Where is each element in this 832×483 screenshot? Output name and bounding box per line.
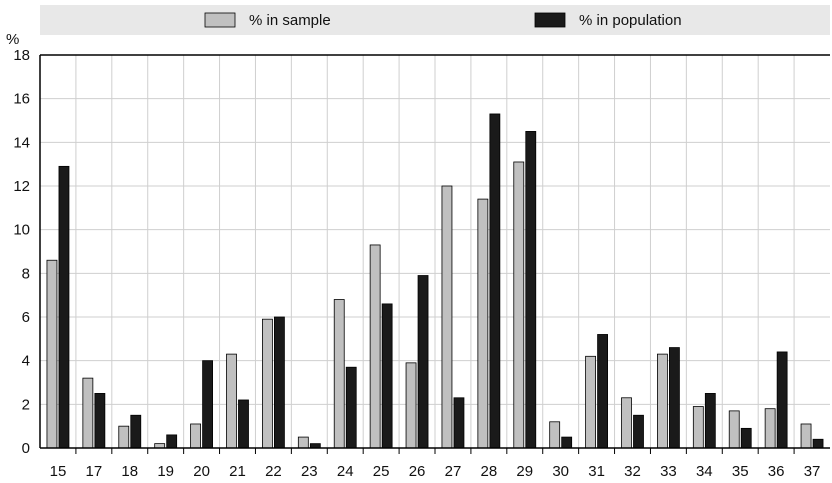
- bar-population: [669, 347, 680, 449]
- bar-sample: [82, 377, 94, 449]
- bar-sample: [513, 161, 525, 449]
- bar-population: [704, 393, 716, 449]
- bar-population: [812, 438, 824, 449]
- bar-population: [345, 366, 357, 449]
- y-tick-label: 16: [13, 91, 30, 108]
- bar-sample: [333, 299, 345, 449]
- x-tick-label: 37: [804, 463, 821, 480]
- bar-population: [58, 165, 70, 449]
- bar-population: [202, 360, 213, 449]
- legend-background: [40, 5, 830, 35]
- legend: % in sample % in population: [204, 12, 682, 29]
- x-tick-label: 21: [229, 463, 246, 480]
- bar-sample: [621, 397, 632, 449]
- x-axis-labels: 15 17 18 19 20 21 22 23 24 25 26 27 28 29 30 31 32 33 34 35…: [50, 463, 821, 480]
- x-tick-label: 31: [588, 463, 605, 480]
- x-tick-label: 28: [481, 463, 498, 480]
- x-tick-label: 24: [337, 463, 354, 480]
- bar-sample: [118, 425, 130, 449]
- x-tick-label: 23: [301, 463, 318, 480]
- bar-population: [776, 351, 788, 449]
- bar-population: [597, 334, 608, 449]
- legend-label-population: % in population: [579, 12, 682, 29]
- legend-label-sample: % in sample: [249, 12, 331, 29]
- bar-sample: [657, 353, 668, 449]
- x-tick-label: 18: [121, 463, 138, 480]
- y-tick-label: 8: [22, 265, 30, 282]
- y-tick-label: 6: [22, 309, 30, 326]
- bar-sample: [226, 353, 237, 449]
- bar-sample: [764, 408, 776, 449]
- y-tick-label: 4: [22, 353, 30, 370]
- bar-sample: [405, 362, 417, 449]
- bar-population: [130, 414, 142, 449]
- y-tick-label: 18: [13, 47, 30, 64]
- y-axis-ticks: 0 2 4 6 8 10 12 14 16 18: [13, 47, 30, 457]
- bar-sample: [800, 423, 812, 449]
- y-tick-label: 2: [22, 396, 30, 413]
- x-tick-label: 29: [516, 463, 533, 480]
- bar-sample: [477, 198, 489, 449]
- bar-sample: [190, 423, 201, 449]
- y-tick-label: 12: [13, 178, 30, 195]
- bars: [46, 113, 824, 449]
- bar-sample: [728, 410, 740, 449]
- bar-population: [238, 399, 249, 449]
- bar-sample: [585, 355, 596, 449]
- y-tick-label: 10: [13, 222, 30, 239]
- bar-sample: [441, 185, 453, 449]
- bar-population: [740, 427, 752, 449]
- bar-population: [381, 303, 393, 449]
- bar-population: [453, 397, 465, 449]
- bar-population: [525, 131, 537, 449]
- bar-population: [633, 414, 644, 449]
- x-tick-label: 19: [157, 463, 174, 480]
- bar-sample: [369, 244, 381, 449]
- y-tick-label: 0: [22, 440, 30, 457]
- x-tick-label: 17: [86, 463, 103, 480]
- bar-sample: [46, 259, 58, 449]
- x-tick-label: 15: [50, 463, 67, 480]
- x-tick-label: 27: [445, 463, 462, 480]
- bar-population: [94, 393, 106, 449]
- bar-population: [417, 275, 429, 449]
- bar-population: [489, 113, 501, 449]
- legend-swatch-population: [534, 12, 566, 28]
- x-tick-label: 36: [768, 463, 785, 480]
- x-tick-label: 20: [193, 463, 210, 480]
- x-tick-label: 25: [373, 463, 390, 480]
- x-tick-label: 33: [660, 463, 677, 480]
- bar-sample: [297, 436, 309, 449]
- x-tick-label: 35: [732, 463, 749, 480]
- bar-sample: [262, 318, 273, 449]
- bar-population: [561, 436, 573, 449]
- x-tick-label: 32: [624, 463, 641, 480]
- legend-swatch-sample: [204, 12, 236, 28]
- bar-sample: [549, 421, 561, 449]
- y-tick-label: 14: [13, 134, 30, 151]
- x-tick-label: 34: [696, 463, 713, 480]
- bar-sample: [692, 406, 704, 449]
- bar-population: [274, 316, 285, 449]
- x-tick-label: 22: [265, 463, 282, 480]
- x-tick-label: 30: [552, 463, 569, 480]
- x-tick-label: 26: [409, 463, 426, 480]
- y-unit-label: %: [6, 31, 19, 48]
- bar-population: [166, 434, 178, 449]
